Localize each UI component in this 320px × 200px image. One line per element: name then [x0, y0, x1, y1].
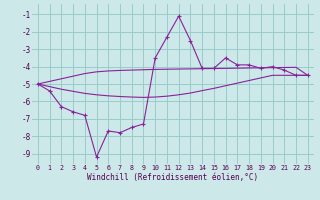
X-axis label: Windchill (Refroidissement éolien,°C): Windchill (Refroidissement éolien,°C) [87, 173, 258, 182]
